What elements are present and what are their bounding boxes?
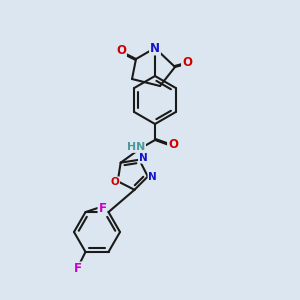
Text: HN: HN bbox=[127, 142, 145, 152]
Text: N: N bbox=[139, 153, 148, 163]
Text: F: F bbox=[98, 202, 106, 214]
Text: O: O bbox=[168, 139, 178, 152]
Text: N: N bbox=[150, 41, 160, 55]
Text: O: O bbox=[182, 56, 192, 70]
Text: N: N bbox=[148, 172, 157, 182]
Text: O: O bbox=[116, 44, 126, 58]
Text: O: O bbox=[110, 177, 119, 187]
Text: F: F bbox=[74, 262, 82, 275]
